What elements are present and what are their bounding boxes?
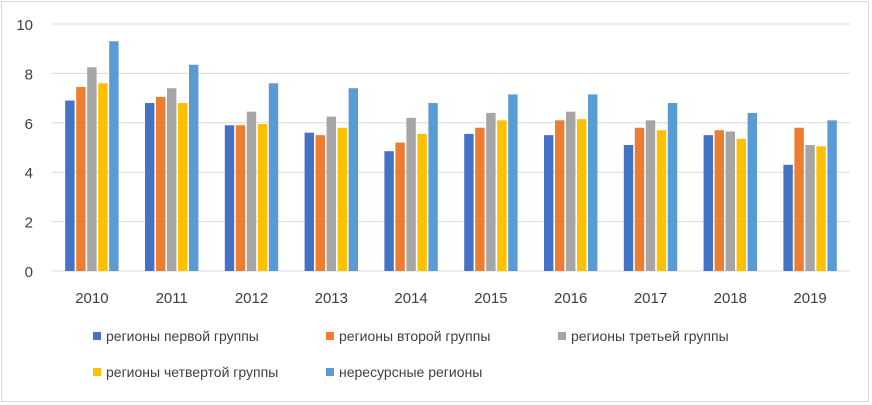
x-tick-label: 2018 [714, 290, 747, 307]
bar-2012-series-3 [246, 111, 257, 271]
bar-2010-series-3 [87, 67, 97, 271]
bar-2015-series-2 [475, 127, 485, 272]
bar-2012-series-1 [224, 125, 235, 272]
x-tick-label: 2015 [474, 290, 507, 307]
bar-2012-series-5 [268, 83, 279, 271]
y-tick-label: 10 [16, 17, 33, 34]
bar-2013-series-4 [337, 127, 347, 272]
bar-2019-series-4 [816, 146, 826, 271]
x-tick-label: 2014 [394, 290, 427, 307]
bar-2011-series-5 [189, 64, 199, 271]
bar-2018-series-1 [703, 135, 713, 271]
bar-2016-series-3 [566, 111, 576, 271]
bar-2014-series-1 [384, 151, 394, 271]
x-tick-label: 2010 [75, 290, 108, 307]
x-tick-label: 2016 [554, 290, 587, 307]
y-tick-label: 0 [25, 264, 33, 281]
bar-2014-series-3 [406, 117, 416, 271]
bar-2019-series-5 [827, 120, 837, 271]
bar-2018-series-5 [747, 112, 757, 271]
bar-2016-series-1 [544, 135, 554, 271]
bar-2012-series-4 [257, 124, 268, 271]
x-tick-label: 2011 [156, 290, 188, 307]
bar-2018-series-3 [725, 131, 735, 271]
bar-2010-series-1 [65, 100, 75, 271]
x-tick-label: 2012 [235, 290, 268, 307]
bar-2018-series-2 [714, 130, 724, 271]
bar-2015-series-1 [464, 133, 474, 271]
bar-2015-series-3 [486, 112, 496, 271]
bar-2014-series-4 [417, 133, 427, 271]
bar-2012-series-2 [235, 125, 246, 272]
bar-2014-series-2 [395, 142, 405, 271]
bar-2010-series-2 [76, 86, 86, 271]
bar-2013-series-1 [304, 132, 314, 271]
bar-2011-series-3 [167, 88, 177, 271]
x-tick-label: 2019 [793, 290, 826, 307]
y-tick-label: 8 [25, 66, 33, 83]
x-tick-label: 2017 [634, 290, 667, 307]
bars [65, 41, 837, 272]
bar-2011-series-2 [156, 96, 166, 272]
bar-2019-series-3 [805, 145, 815, 271]
bar-2017-series-3 [645, 120, 656, 271]
y-tick-label: 6 [25, 116, 33, 133]
bar-2017-series-2 [634, 127, 645, 272]
bar-2010-series-4 [98, 83, 108, 271]
bar-2017-series-4 [656, 130, 667, 271]
x-axis-ticks: 2010 2011 2012 2013 2014 2015 2016 2017 2018 2019 [75, 290, 827, 307]
bar-2017-series-5 [667, 103, 678, 271]
bar-2018-series-4 [736, 138, 746, 271]
y-axis-ticks: 0 2 4 6 8 10 [16, 17, 33, 281]
bar-2016-series-5 [588, 94, 598, 272]
bar-2019-series-2 [794, 127, 804, 272]
bar-2013-series-3 [326, 116, 336, 271]
bar-2016-series-2 [555, 120, 565, 271]
bar-2014-series-5 [428, 103, 438, 271]
bar-2013-series-2 [315, 135, 325, 271]
bar-2017-series-1 [623, 145, 634, 271]
bar-2010-series-5 [109, 41, 119, 271]
bar-2016-series-4 [577, 119, 587, 271]
x-tick-label: 2013 [315, 290, 348, 307]
bar-2019-series-1 [783, 164, 793, 271]
bar-2015-series-5 [508, 94, 518, 272]
bar-2011-series-4 [178, 103, 188, 271]
bar-2013-series-5 [348, 88, 358, 271]
bar-2015-series-4 [497, 120, 507, 271]
y-tick-label: 2 [25, 215, 33, 232]
y-tick-label: 4 [25, 165, 33, 182]
bar-2011-series-1 [145, 103, 155, 271]
